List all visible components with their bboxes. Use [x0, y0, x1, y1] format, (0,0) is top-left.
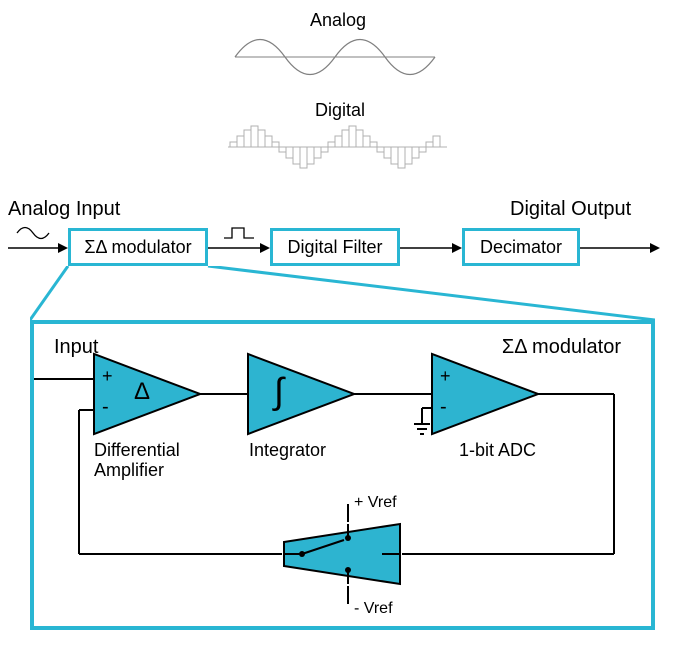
modulator-block-label: ΣΔ modulator: [84, 237, 191, 258]
arrow-output: [580, 239, 660, 257]
vref-plus-label: + Vref: [354, 494, 397, 512]
digital-wave-label: Digital: [315, 100, 365, 121]
vref-minus-label: - Vref: [354, 600, 393, 618]
vref-stubs: [344, 504, 354, 604]
digital-filter-block-label: Digital Filter: [287, 237, 382, 258]
decimator-block-label: Decimator: [480, 237, 562, 258]
arrow-into-filter: [208, 239, 270, 257]
analog-sine-wave: [230, 32, 440, 82]
zoom-connector-lines: [30, 266, 655, 326]
dac-switch-shape: [282, 522, 402, 586]
arrow-into-decimator: [400, 239, 462, 257]
decimator-block: Decimator: [462, 228, 580, 266]
digital-filter-block: Digital Filter: [270, 228, 400, 266]
modulator-block: ΣΔ modulator: [68, 228, 208, 266]
digital-output-label: Digital Output: [510, 198, 631, 221]
digital-step-wave: [225, 122, 450, 172]
arrow-into-modulator: [8, 239, 68, 257]
analog-input-label: Analog Input: [8, 198, 120, 221]
analog-wave-label: Analog: [310, 10, 366, 31]
detail-panel: Input ΣΔ modulator + - Δ Differential Am…: [30, 320, 655, 630]
pulse-icon: [222, 226, 256, 240]
